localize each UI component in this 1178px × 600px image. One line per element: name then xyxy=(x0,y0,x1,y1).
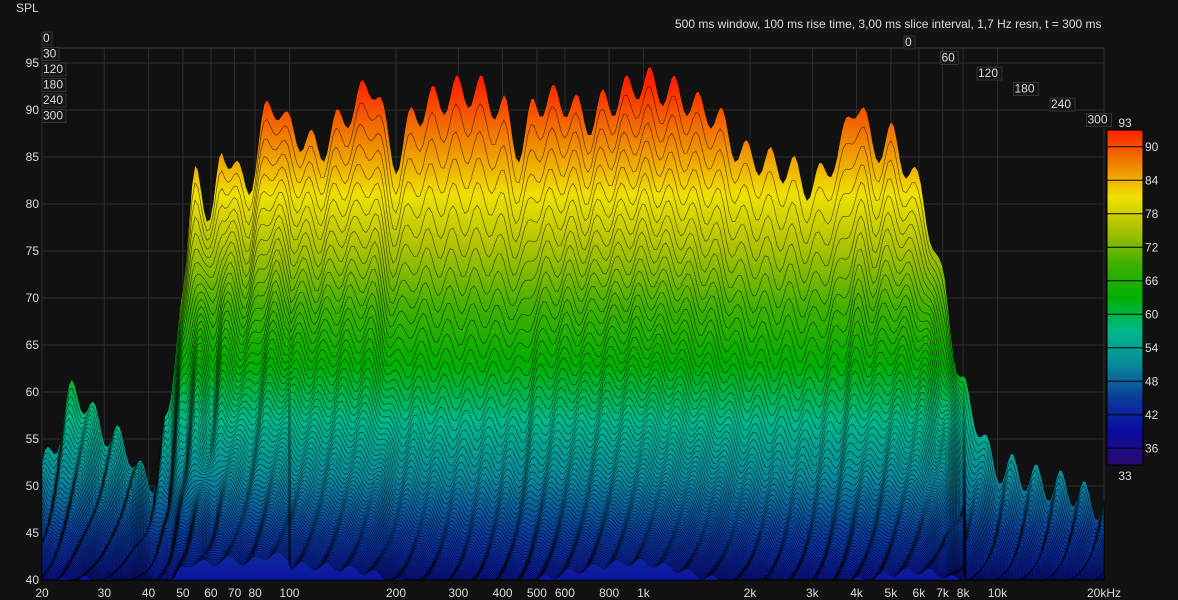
y-tick-label: 40 xyxy=(26,573,40,587)
time-label-box xyxy=(1013,82,1039,96)
time-tick-right: 180 xyxy=(1015,82,1035,96)
time-tick-right: 0 xyxy=(905,35,912,49)
y-tick-label: 80 xyxy=(26,197,40,211)
colorbar-tick: 54 xyxy=(1145,341,1159,355)
colorbar-tick: 84 xyxy=(1145,173,1159,187)
x-tick-label: 20kHz xyxy=(1087,586,1121,600)
time-label-box xyxy=(903,35,916,50)
waterfall-slice xyxy=(42,551,1104,581)
y-tick-label: 85 xyxy=(26,150,40,164)
time-tick-right: 240 xyxy=(1051,97,1071,111)
time-label-box xyxy=(940,51,959,65)
waterfall-slices xyxy=(41,66,1105,581)
x-tick-label: 300 xyxy=(448,586,468,600)
time-tick-left: 240 xyxy=(43,93,63,107)
colorbar-tick: 66 xyxy=(1145,274,1159,288)
x-tick-label: 200 xyxy=(386,586,406,600)
x-tick-label: 7k xyxy=(936,586,950,600)
y-tick-label: 65 xyxy=(26,338,40,352)
y-tick-label: 60 xyxy=(26,385,40,399)
time-tick-right: 300 xyxy=(1088,113,1108,127)
x-tick-label: 20 xyxy=(35,586,49,600)
colorbar-tick: 48 xyxy=(1145,374,1159,388)
time-label-box xyxy=(41,31,53,46)
x-tick-label: 2k xyxy=(744,586,758,600)
time-label-box xyxy=(1086,113,1112,127)
y-axis-label: SPL xyxy=(16,1,39,15)
x-tick-label: 100 xyxy=(279,586,299,600)
time-tick-left: 30 xyxy=(43,47,57,61)
colorbar-scale xyxy=(1106,129,1144,466)
y-tick-label: 45 xyxy=(26,526,40,540)
y-tick-label: 90 xyxy=(26,103,40,117)
axes: 40 45 50 55 60 65 70 75 80 85 90 95 20 30 40 50 60 70 80 10… xyxy=(26,56,1121,600)
x-tick-label: 70 xyxy=(228,586,242,600)
time-tick-right: 120 xyxy=(978,66,998,80)
time-tick-left: 120 xyxy=(43,62,63,76)
colorbar-tick: 78 xyxy=(1145,207,1159,221)
y-tick-label: 75 xyxy=(26,244,40,258)
time-tick-left: 180 xyxy=(43,78,63,92)
time-label-box xyxy=(41,47,60,61)
x-tick-label: 600 xyxy=(555,586,575,600)
time-label-box xyxy=(41,62,67,77)
y-tick-label: 70 xyxy=(26,291,40,305)
x-tick-label: 6k xyxy=(913,586,927,600)
x-tick-label: 10k xyxy=(988,586,1008,600)
colorbar-tick: 90 xyxy=(1145,140,1159,154)
colorbar-tick: 42 xyxy=(1145,408,1159,422)
x-tick-label: 50 xyxy=(176,586,190,600)
x-tick-label: 8k xyxy=(957,586,971,600)
time-label-box xyxy=(976,66,1003,81)
time-tick-left: 0 xyxy=(43,31,50,45)
x-tick-label: 60 xyxy=(204,586,218,600)
time-label-box xyxy=(41,109,67,123)
time-label-box xyxy=(41,78,67,92)
x-tick-label: 40 xyxy=(142,586,156,600)
colorbar-tick: 72 xyxy=(1145,240,1159,254)
x-tick-label: 5k xyxy=(885,586,899,600)
chart-annotation: 500 ms window, 100 ms rise time, 3,00 ms… xyxy=(675,17,1102,31)
colorbar-min-label: 33 xyxy=(1118,469,1132,483)
x-tick-label: 800 xyxy=(599,586,619,600)
x-tick-label: 400 xyxy=(493,586,513,600)
x-tick-label: 30 xyxy=(98,586,112,600)
time-tick-left: 300 xyxy=(43,109,63,123)
y-tick-label: 95 xyxy=(26,56,40,70)
colorbar: 93 33 90 84 78 72 66 60 54 48 42 36 xyxy=(1106,116,1159,483)
time-label-box xyxy=(1049,97,1076,112)
y-tick-label: 55 xyxy=(26,432,40,446)
x-tick-label: 80 xyxy=(248,586,262,600)
x-tick-label: 3k xyxy=(806,586,820,600)
colorbar-tick: 36 xyxy=(1145,441,1159,455)
colorbar-max-label: 93 xyxy=(1118,116,1132,130)
colorbar-tick: 60 xyxy=(1145,307,1159,321)
annotation-box xyxy=(672,16,1104,32)
y-tick-label: 50 xyxy=(26,479,40,493)
x-tick-label: 4k xyxy=(850,586,864,600)
x-tick-label: 500 xyxy=(527,586,547,600)
time-label-box xyxy=(41,93,67,108)
x-tick-label: 1k xyxy=(637,586,651,600)
time-tick-right: 60 xyxy=(942,51,956,65)
